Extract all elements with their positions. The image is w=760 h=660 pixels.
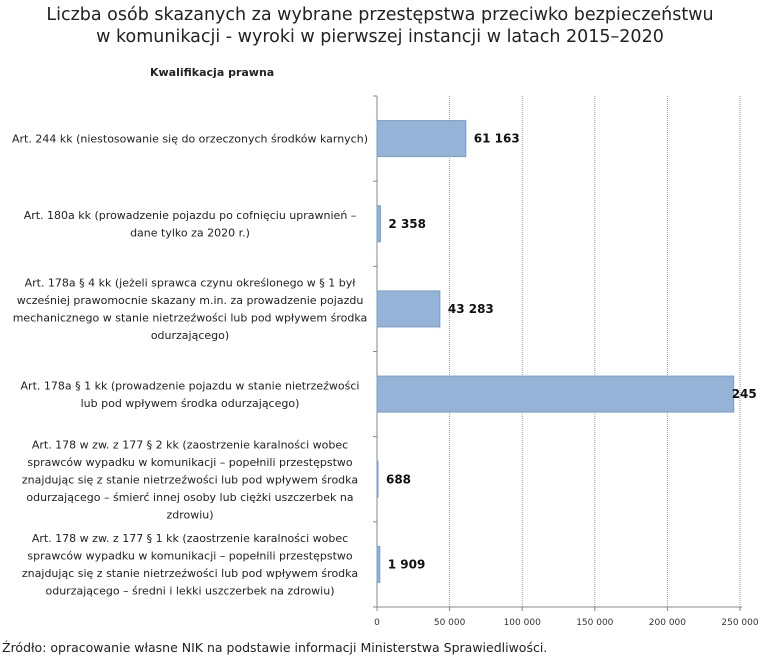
category-label: Art. 178a § 4 kk (jeżeli sprawca czynu o… <box>25 277 357 290</box>
category-label: znajdując się z stanie nietrzeźwości lub… <box>22 567 358 580</box>
category-label: sprawców wypadku w komunikacji – popełni… <box>27 456 353 469</box>
bar <box>376 205 381 243</box>
data-label: 688 <box>386 472 411 486</box>
data-label: 61 163 <box>474 132 520 146</box>
x-tick-label: 250 000 <box>721 618 758 628</box>
category-label: sprawców wypadku w komunikacji – popełni… <box>27 550 353 563</box>
category-label: Art. 244 kk (niestosowanie się do orzecz… <box>12 133 368 146</box>
bar <box>376 120 467 158</box>
bar <box>376 375 735 413</box>
bar <box>376 460 379 498</box>
x-tick-label: 200 000 <box>649 618 686 628</box>
category-label: odurzającego – śmierć innej osoby lub ci… <box>26 491 353 504</box>
category-label: znajdując się z stanie nietrzeźwości lub… <box>22 473 358 486</box>
chart-title-line2: w komunikacji - wyroki w pierwszej insta… <box>96 27 664 47</box>
category-label: Art. 178a § 1 kk (prowadzenie pojazdu w … <box>21 379 360 392</box>
x-tick-label: 0 <box>374 618 380 628</box>
plot-area: 0 50 000 100 000 150 000 200 000 250 000 61 16… <box>12 95 760 628</box>
x-tick-label: 150 000 <box>576 618 613 628</box>
data-label: 1 909 <box>388 557 426 571</box>
category-label: odurzającego) <box>151 329 229 342</box>
category-label: Art. 178 w zw. z 177 § 2 kk (zaostrzenie… <box>32 438 348 451</box>
x-tick-label: 50 000 <box>434 618 466 628</box>
category-label: mechanicznego w stanie nietrzeźwości lub… <box>13 312 368 325</box>
bar <box>376 290 441 328</box>
chart-title-line1: Liczba osób skazanych za wybrane przestę… <box>46 5 714 25</box>
category-label: Art. 180a kk (prowadzenie pojazdu po cof… <box>24 209 357 222</box>
y-axis-label: Kwalifikacja prawna <box>150 66 275 79</box>
x-tick-label: 100 000 <box>504 618 541 628</box>
category-label: Art. 178 w zw. z 177 § 1 kk (zaostrzenie… <box>32 532 348 545</box>
category-label: dane tylko za 2020 r.) <box>130 227 250 240</box>
category-label: lub pod wpływem środka odurzającego) <box>81 397 300 410</box>
category-label: zdrowiu) <box>166 508 213 521</box>
data-label: 43 283 <box>448 302 494 316</box>
data-label: 245 660 <box>732 387 760 401</box>
source-note: Źródło: opracowanie własne NIK na podsta… <box>2 640 548 655</box>
bar <box>376 545 381 583</box>
category-label: wcześniej prawomocnie skazany m.in. za p… <box>17 294 364 307</box>
category-label: odurzającego – średni i lekki uszczerbek… <box>46 585 335 598</box>
data-label: 2 358 <box>388 217 426 231</box>
